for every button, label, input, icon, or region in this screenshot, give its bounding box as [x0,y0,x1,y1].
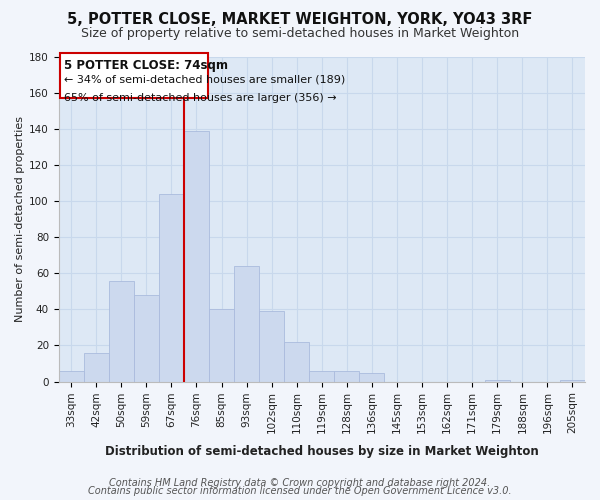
Text: Contains public sector information licensed under the Open Government Licence v3: Contains public sector information licen… [88,486,512,496]
Bar [485,380,510,382]
Bar [359,372,385,382]
Bar [560,380,585,382]
Bar [134,295,159,382]
Text: 65% of semi-detached houses are larger (356) →: 65% of semi-detached houses are larger (… [64,93,336,103]
Bar [234,266,259,382]
Text: 5 POTTER CLOSE: 74sqm: 5 POTTER CLOSE: 74sqm [64,58,227,71]
Bar [159,194,184,382]
Bar [84,352,109,382]
Bar [109,280,134,382]
Text: ← 34% of semi-detached houses are smaller (189): ← 34% of semi-detached houses are smalle… [64,75,345,85]
Bar [259,311,284,382]
Bar [59,370,84,382]
Y-axis label: Number of semi-detached properties: Number of semi-detached properties [15,116,25,322]
Bar [334,370,359,382]
Bar [209,310,234,382]
Text: Contains HM Land Registry data © Crown copyright and database right 2024.: Contains HM Land Registry data © Crown c… [109,478,491,488]
Bar [284,342,309,382]
Text: Size of property relative to semi-detached houses in Market Weighton: Size of property relative to semi-detach… [81,28,519,40]
FancyBboxPatch shape [60,53,208,98]
Text: 5, POTTER CLOSE, MARKET WEIGHTON, YORK, YO43 3RF: 5, POTTER CLOSE, MARKET WEIGHTON, YORK, … [67,12,533,28]
X-axis label: Distribution of semi-detached houses by size in Market Weighton: Distribution of semi-detached houses by … [105,444,539,458]
Bar [184,131,209,382]
Bar [309,370,334,382]
